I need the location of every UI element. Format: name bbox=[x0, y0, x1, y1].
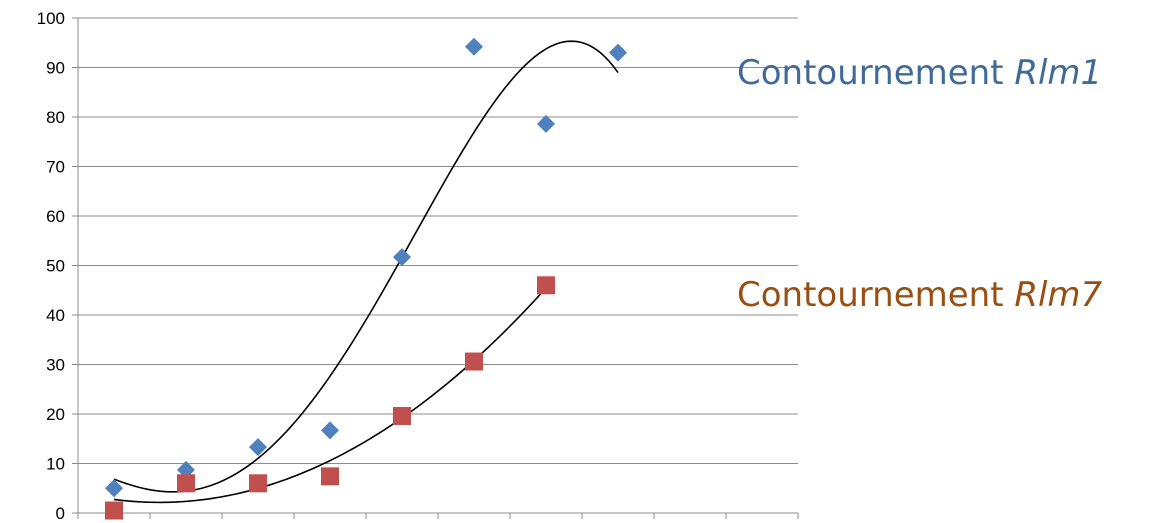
data-point-rlm7 bbox=[177, 474, 195, 493]
y-tick-label: 80 bbox=[46, 108, 65, 127]
y-tick-label: 0 bbox=[56, 504, 65, 523]
data-point-rlm7 bbox=[465, 352, 483, 371]
data-point-rlm7 bbox=[321, 467, 339, 486]
trendline-rlm1 bbox=[113, 40, 619, 493]
series-label-rlm1-italic: Rlm1 bbox=[1014, 53, 1102, 93]
data-point-rlm7 bbox=[537, 276, 555, 295]
data-point-rlm1 bbox=[321, 421, 339, 440]
y-tick-label: 60 bbox=[46, 207, 65, 226]
y-tick-label: 90 bbox=[46, 59, 65, 78]
series-label-rlm7: Contournement Rlm7 bbox=[737, 275, 1103, 315]
y-axis-ticks: 0 10 20 30 40 50 60 70 80 90 100 bbox=[37, 9, 78, 523]
y-tick-label: 10 bbox=[46, 455, 65, 474]
y-tick-label: 20 bbox=[46, 405, 65, 424]
data-point-rlm1 bbox=[609, 43, 627, 62]
data-point-rlm1 bbox=[465, 37, 483, 56]
axes bbox=[77, 18, 799, 519]
series-label-rlm7-italic: Rlm7 bbox=[1014, 275, 1102, 315]
data-points bbox=[105, 37, 627, 520]
y-tick-label: 70 bbox=[46, 158, 65, 177]
data-point-rlm1 bbox=[537, 114, 555, 133]
gridlines bbox=[78, 17, 798, 464]
y-tick-label: 30 bbox=[46, 356, 65, 375]
data-point-rlm1 bbox=[393, 248, 411, 267]
data-point-rlm7 bbox=[105, 501, 123, 520]
data-point-rlm7 bbox=[249, 474, 267, 493]
series-label-rlm1: Contournement Rlm1 bbox=[737, 53, 1102, 93]
trendlines bbox=[113, 40, 619, 504]
series-labels: Contournement Rlm1 Contournement Rlm7 bbox=[737, 53, 1103, 315]
data-point-rlm1 bbox=[105, 479, 123, 498]
y-tick-label: 40 bbox=[46, 306, 65, 325]
data-point-rlm7 bbox=[393, 406, 411, 425]
series-label-rlm7-prefix: Contournement bbox=[737, 275, 1014, 315]
y-tick-label: 100 bbox=[37, 9, 65, 28]
series-label-rlm1-prefix: Contournement bbox=[737, 53, 1014, 93]
data-point-rlm1 bbox=[249, 438, 267, 457]
y-tick-label: 50 bbox=[46, 257, 65, 276]
